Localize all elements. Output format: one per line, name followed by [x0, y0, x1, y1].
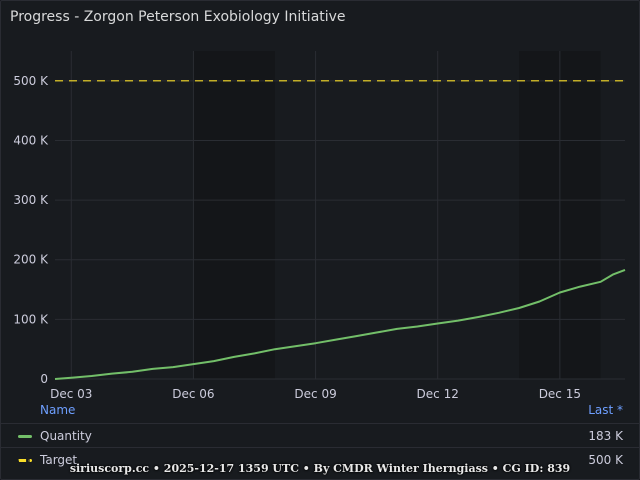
y-axis-ticks: 0 100 K 200 K 300 K 400 K 500 K — [13, 74, 49, 386]
footer-watermark: siriuscorp.cc • 2025-12-17 1359 UTC • By… — [69, 462, 571, 475]
x-tick-label: Dec 09 — [294, 387, 336, 401]
legend-label: Target — [40, 453, 78, 467]
y-tick-label: 400 K — [13, 133, 49, 147]
x-tick-label: Dec 06 — [172, 387, 214, 401]
y-tick-label: 500 K — [13, 74, 49, 88]
target-swatch-icon — [18, 459, 32, 462]
legend-label: Quantity — [40, 429, 92, 443]
chart-series — [54, 80, 626, 380]
y-tick-label: 300 K — [13, 193, 49, 207]
x-tick-label: Dec 12 — [417, 387, 459, 401]
panel-title[interactable]: Progress - Zorgon Peterson Exobiology In… — [10, 9, 346, 25]
legend-name-header[interactable]: Name — [40, 403, 76, 417]
legend-header: Name Last * — [1, 399, 639, 421]
legend-row-quantity[interactable]: Quantity 183 K — [1, 423, 639, 448]
y-tick-label: 100 K — [13, 312, 49, 326]
x-axis-ticks: Dec 03 Dec 06 Dec 09 Dec 12 Dec 15 — [50, 387, 581, 401]
legend-row-target[interactable]: Target 500 K — [1, 447, 639, 472]
shaded-band — [193, 51, 275, 379]
series-line-quantity — [54, 268, 626, 380]
y-tick-label: 200 K — [13, 253, 49, 267]
x-tick-label: Dec 03 — [50, 387, 92, 401]
legend-last-header[interactable]: Last * — [588, 403, 623, 417]
y-tick-label: 0 — [40, 372, 48, 386]
x-tick-label: Dec 15 — [539, 387, 581, 401]
legend-last-value: 500 K — [588, 453, 623, 467]
legend-last-value: 183 K — [588, 429, 623, 443]
quantity-swatch-icon — [18, 435, 32, 438]
